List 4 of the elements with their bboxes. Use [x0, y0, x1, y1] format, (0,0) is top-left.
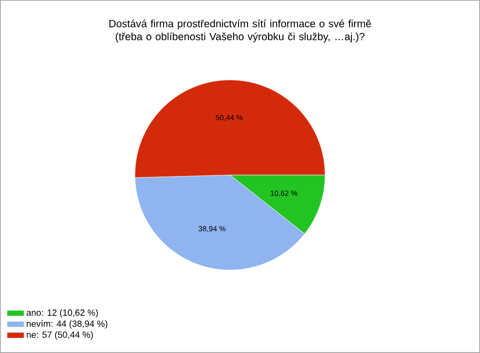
- legend-label: ne: 57 (50,44 %): [26, 331, 93, 340]
- legend-label: ano: 12 (10,62 %): [26, 309, 98, 318]
- chart-title: Dostává firma prostřednictvím sítí informace o své firmě (třeba o oblíbenosti Vašeho výrobku či služby, …aj.)?: [109, 20, 371, 42]
- legend-label: nevím: 44 (38,94 %): [26, 320, 108, 329]
